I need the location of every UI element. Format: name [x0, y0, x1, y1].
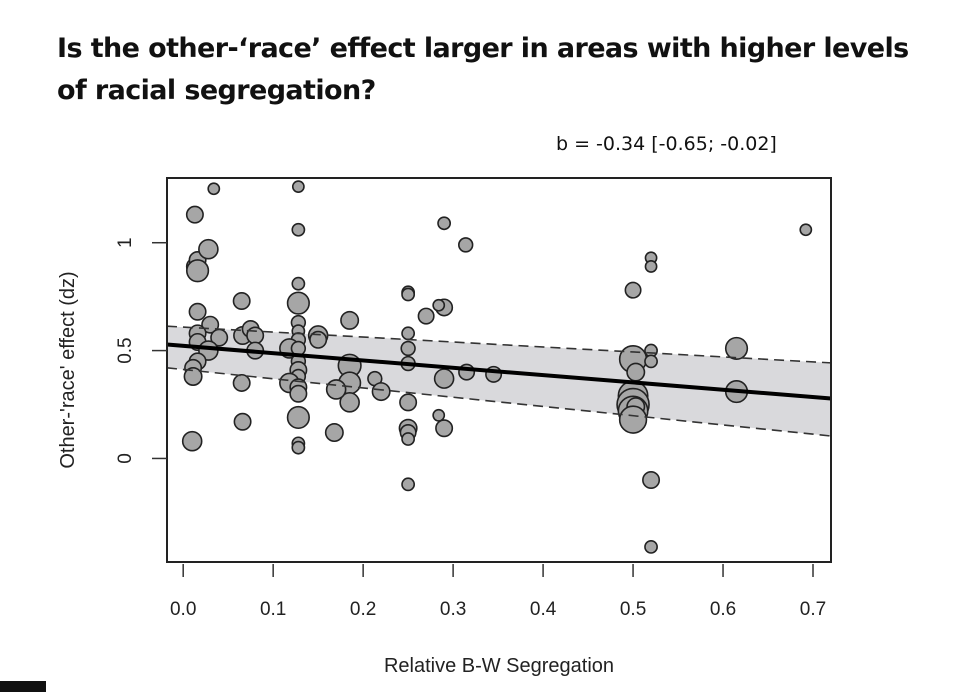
data-point	[618, 405, 648, 434]
data-point	[185, 259, 210, 283]
x-tick-label: 0.5	[620, 599, 646, 620]
y-axis-label: Other-'race' effect (dz)	[57, 271, 79, 468]
data-point	[644, 354, 658, 369]
data-point	[207, 182, 221, 196]
data-point	[432, 408, 446, 422]
data-point	[232, 373, 251, 392]
regression-coefficient-annotation: b = -0.34 [-0.65; -0.02]	[556, 133, 777, 155]
data-point	[401, 432, 416, 446]
x-axis-label: Relative B-W Segregation	[384, 655, 614, 677]
data-point	[246, 326, 265, 345]
data-point	[624, 281, 642, 299]
data-point	[340, 310, 360, 330]
data-point	[799, 223, 813, 237]
data-point	[309, 330, 328, 349]
x-tick-label: 0.4	[530, 599, 557, 620]
x-tick-label: 0.6	[710, 599, 736, 620]
data-point	[399, 393, 418, 412]
x-tick-label: 0.2	[350, 599, 376, 620]
data-point	[417, 307, 435, 325]
data-point	[291, 180, 305, 194]
data-point	[286, 291, 310, 315]
data-point	[291, 440, 306, 455]
data-point	[724, 336, 749, 361]
regression-line	[166, 342, 832, 401]
x-tick-label: 0.0	[170, 599, 196, 620]
data-point	[325, 379, 347, 400]
confidence-band-layer	[167, 326, 831, 437]
data-point	[642, 471, 661, 490]
data-point	[644, 539, 658, 554]
data-point	[324, 423, 344, 443]
plot-frame	[166, 177, 832, 563]
data-point	[435, 419, 454, 438]
slide-title: Is the other-‘race’ effect larger in are…	[57, 33, 909, 106]
data-point	[401, 326, 416, 341]
data-point	[291, 276, 306, 291]
data-point	[400, 340, 416, 357]
data-point	[181, 430, 203, 452]
data-point	[183, 366, 203, 386]
data-point	[188, 302, 207, 321]
data-point	[458, 237, 474, 253]
x-tick-label: 0.3	[440, 599, 466, 620]
x-tick-label: 0.1	[260, 599, 286, 620]
data-point	[233, 412, 252, 431]
video-overlay-corner	[0, 681, 46, 692]
data-point	[232, 291, 251, 310]
data-point	[291, 222, 306, 237]
y-tick-label: 0.5	[115, 337, 136, 363]
data-point	[644, 260, 658, 273]
data-point	[626, 362, 646, 382]
y-tick-label: 0	[115, 453, 136, 464]
data-point	[339, 392, 360, 413]
y-tick-label: 1	[115, 237, 136, 248]
data-point	[401, 287, 416, 302]
regression-line-layer	[166, 325, 832, 437]
confidence-band	[167, 326, 831, 437]
data-point	[433, 368, 455, 389]
data-point	[371, 382, 391, 402]
data-point	[286, 405, 310, 430]
x-axis: 0.0 0.1 0.2 0.3 0.4 0.5 0.6 0.7	[170, 564, 826, 620]
data-point	[401, 477, 416, 492]
data-point	[198, 238, 219, 260]
x-tick-label: 0.7	[800, 599, 826, 620]
data-point	[437, 216, 452, 231]
y-axis: 00.51	[115, 237, 167, 464]
data-point	[289, 384, 308, 403]
data-point	[185, 205, 204, 224]
data-point	[432, 298, 446, 312]
